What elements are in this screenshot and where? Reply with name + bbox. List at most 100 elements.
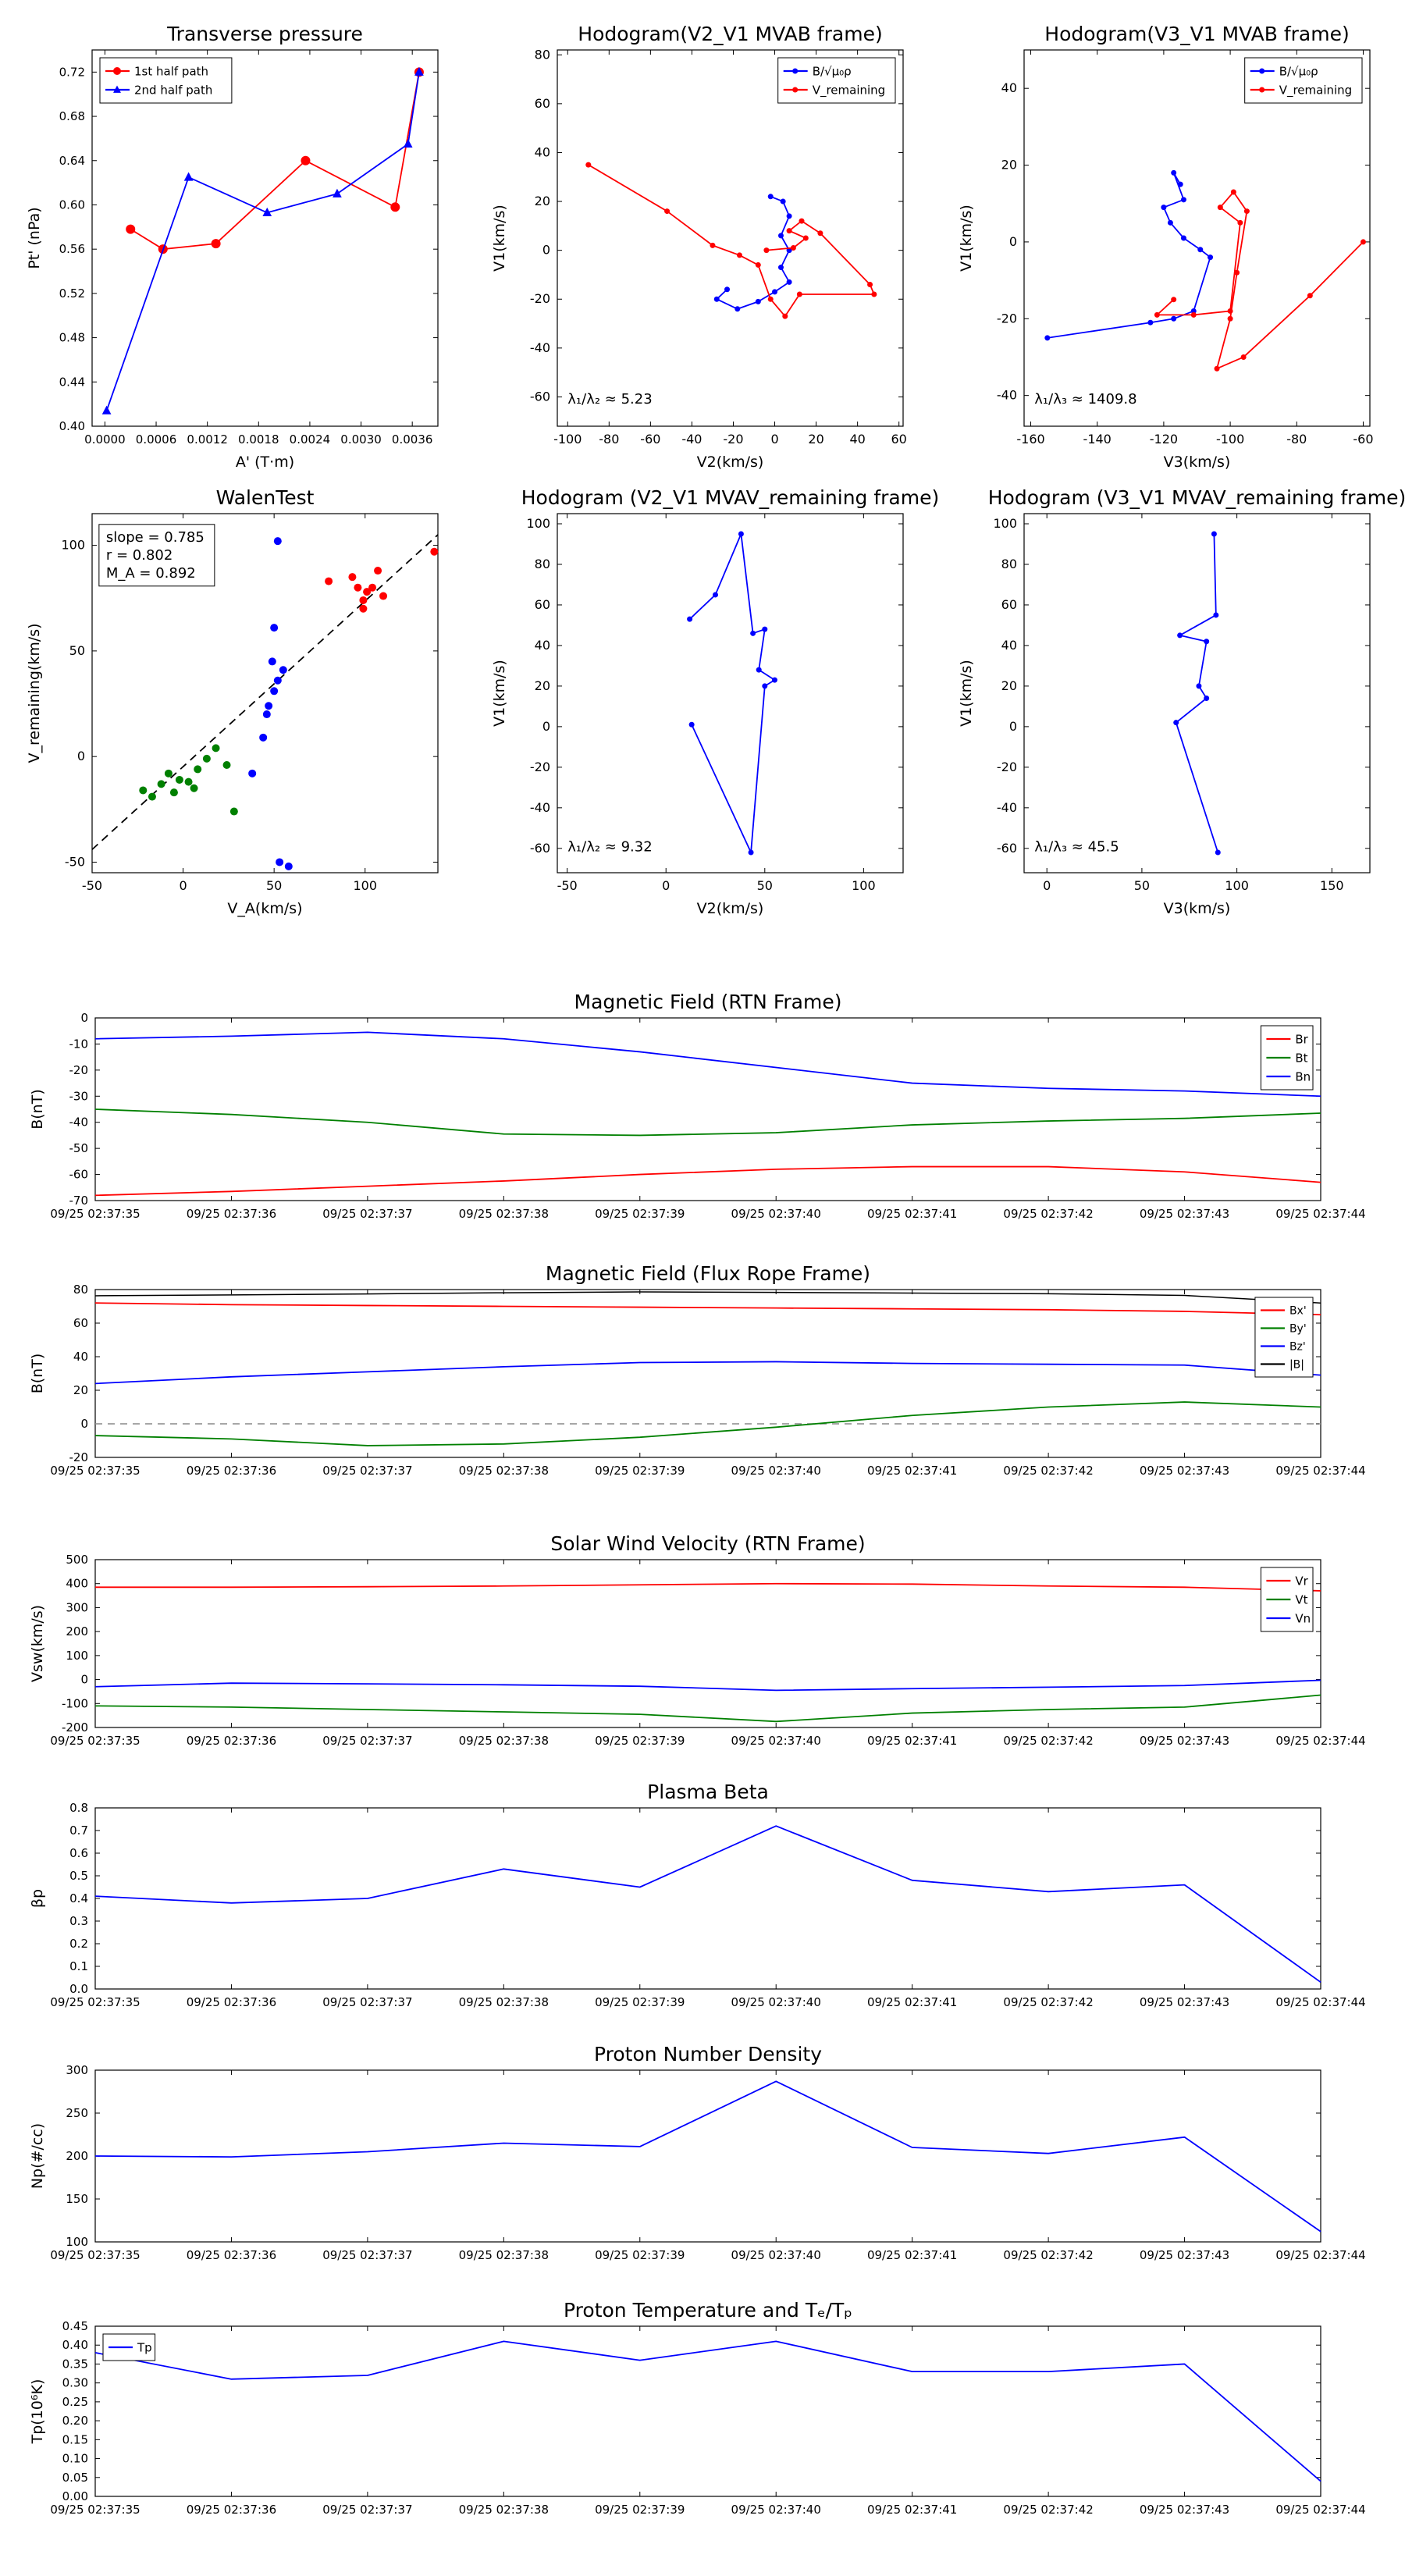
marker [379, 592, 388, 600]
y-tick-label: 0 [542, 719, 550, 734]
y-tick-label: 40 [1001, 638, 1017, 653]
solar-wind-velocity-title: Solar Wind Velocity (RTN Frame) [550, 1532, 865, 1555]
marker [786, 213, 792, 219]
y-tick-label: -70 [69, 1194, 89, 1208]
x-tick-label: 0.0024 [290, 432, 331, 447]
y-tick-label: 200 [66, 2149, 88, 2163]
x-tick-label: 09/25 02:37:42 [1003, 2248, 1093, 2262]
hodogram-v3v1-mvab-ylabel: V1(km/s) [958, 205, 975, 272]
x-tick-label: 09/25 02:37:42 [1003, 2503, 1093, 2517]
x-tick-label: 09/25 02:37:40 [731, 1995, 821, 2009]
transverse-pressure-series-2nd half path [105, 72, 420, 411]
proton-number-density-axes [94, 2069, 1321, 2243]
x-tick-label: -120 [1150, 432, 1178, 447]
x-tick-label: 09/25 02:37:41 [867, 1995, 957, 2009]
x-tick-label: 09/25 02:37:44 [1275, 1207, 1365, 1221]
hodogram-v2v1-mvab: Hodogram(V2_V1 MVAB frame) -100 -80 -60 -40 -… [491, 23, 907, 471]
plasma-beta-ylabel: βp [29, 1889, 46, 1908]
x-tick-label: 09/25 02:37:43 [1140, 2503, 1229, 2517]
magnetic-field-rtn-series-Br [94, 1165, 1321, 1197]
x-tick-label: 09/25 02:37:39 [595, 2248, 685, 2262]
y-tick-label: 0.44 [59, 375, 85, 389]
solar-wind-velocity-series-Vt [94, 1694, 1321, 1723]
x-tick-label: 09/25 02:37:37 [322, 2248, 412, 2262]
x-tick-label: 09/25 02:37:43 [1140, 1207, 1229, 1221]
marker [1240, 354, 1247, 360]
legend-label: Bt [1295, 1051, 1307, 1065]
x-tick-label: 09/25 02:37:43 [1140, 2248, 1229, 2262]
x-tick-label: 09/25 02:37:35 [50, 2248, 140, 2262]
marker [1154, 311, 1160, 318]
hodogram-v2v1-mvab-xlabel: V2(km/s) [697, 454, 764, 471]
hodogram-v2v1-mvav-ylabel: V1(km/s) [491, 660, 508, 727]
marker [1197, 247, 1204, 253]
x-tick-label: 09/25 02:37:38 [459, 1464, 549, 1478]
y-tick-label: 40 [535, 638, 550, 653]
marker [786, 228, 792, 234]
marker [1208, 254, 1214, 261]
x-tick-label: 09/25 02:37:39 [595, 1207, 685, 1221]
marker [403, 139, 413, 148]
legend-marker [792, 87, 799, 93]
y-tick-label: 0.2 [69, 1937, 88, 1951]
y-tick-label: 0.0 [69, 1982, 88, 1996]
solar-wind-velocity-legend: Vr Vt Vn [1260, 1567, 1314, 1632]
solar-wind-velocity-series-Vr [95, 1582, 1321, 1592]
marker [333, 188, 342, 197]
y-tick-label: 0.4 [69, 1891, 88, 1905]
y-tick-label: 0.15 [62, 2432, 88, 2446]
y-tick-label: 0 [77, 749, 85, 763]
y-tick-label: 0.35 [62, 2357, 88, 2371]
x-tick-label: 09/25 02:37:39 [595, 1734, 685, 1748]
magnetic-field-rtn-legend: Br Bt Bn [1260, 1025, 1314, 1091]
y-tick-label: -100 [62, 1696, 88, 1710]
x-tick-label: 09/25 02:37:41 [867, 1464, 957, 1478]
x-tick-label: 09/25 02:37:41 [867, 2503, 957, 2517]
legend-marker [1259, 87, 1265, 93]
legend-label: Bn [1295, 1069, 1311, 1083]
solar-wind-velocity: Solar Wind Velocity (RTN Frame) 09/25 02:… [29, 1532, 1366, 1748]
y-tick-label: -20 [530, 291, 550, 306]
marker [713, 592, 719, 598]
x-tick-label: 0.0036 [392, 432, 433, 447]
marker [175, 775, 183, 784]
x-tick-label: 09/25 02:37:36 [187, 1734, 276, 1748]
marker [1044, 335, 1051, 341]
hodogram-v2v1-mvav-series-V-remaining-hodogram [688, 533, 776, 853]
x-tick-label: 09/25 02:37:43 [1140, 1995, 1229, 2009]
x-tick-label: 09/25 02:37:35 [50, 1734, 140, 1748]
magnetic-field-rtn-series-Bn [94, 1031, 1321, 1098]
x-tick-label: -60 [1353, 432, 1373, 447]
y-tick-label: -20 [69, 1450, 89, 1464]
textbox-line: M_A = 0.892 [106, 565, 196, 582]
y-tick-label: 100 [526, 516, 550, 531]
y-tick-label: -20 [997, 311, 1017, 326]
marker [270, 687, 279, 696]
proton-temperature-legend: Tp [102, 2333, 156, 2361]
y-tick-label: -20 [530, 760, 550, 774]
marker [1215, 849, 1221, 856]
marker [763, 247, 770, 254]
x-tick-label: 100 [852, 878, 876, 893]
y-tick-label: 100 [66, 2235, 88, 2249]
marker [687, 616, 693, 622]
y-tick-label: -60 [530, 389, 550, 404]
x-tick-label: 0.0018 [238, 432, 279, 447]
legend-marker [792, 68, 799, 74]
y-tick-label: 0.45 [62, 2319, 88, 2333]
marker [325, 577, 333, 585]
marker [771, 677, 777, 683]
marker [169, 788, 178, 797]
x-tick-label: 0 [770, 432, 778, 447]
y-tick-label: 0.64 [59, 154, 85, 168]
plasma-beta-series-beta [94, 1825, 1321, 1984]
y-tick-label: 0.3 [69, 1914, 88, 1928]
hodogram-v3v1-mvab-legend: B/√μ₀ρ V_remaining [1244, 57, 1363, 104]
transverse-pressure-xlabel: A' (T·m) [236, 454, 294, 471]
marker [359, 596, 368, 604]
legend-label: |B| [1289, 1358, 1304, 1371]
y-tick-label: 100 [61, 538, 85, 553]
x-tick-label: -50 [557, 878, 578, 893]
y-tick-label: 100 [66, 1649, 88, 1663]
